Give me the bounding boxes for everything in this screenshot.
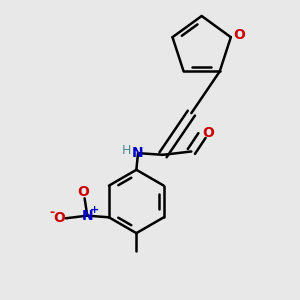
Text: N: N <box>82 208 93 223</box>
Text: O: O <box>202 126 214 140</box>
Text: -: - <box>49 206 54 219</box>
Text: O: O <box>77 185 89 199</box>
Text: O: O <box>233 28 245 41</box>
Text: +: + <box>90 205 99 214</box>
Text: H: H <box>122 144 131 157</box>
Text: O: O <box>53 211 65 225</box>
Text: N: N <box>132 146 144 160</box>
